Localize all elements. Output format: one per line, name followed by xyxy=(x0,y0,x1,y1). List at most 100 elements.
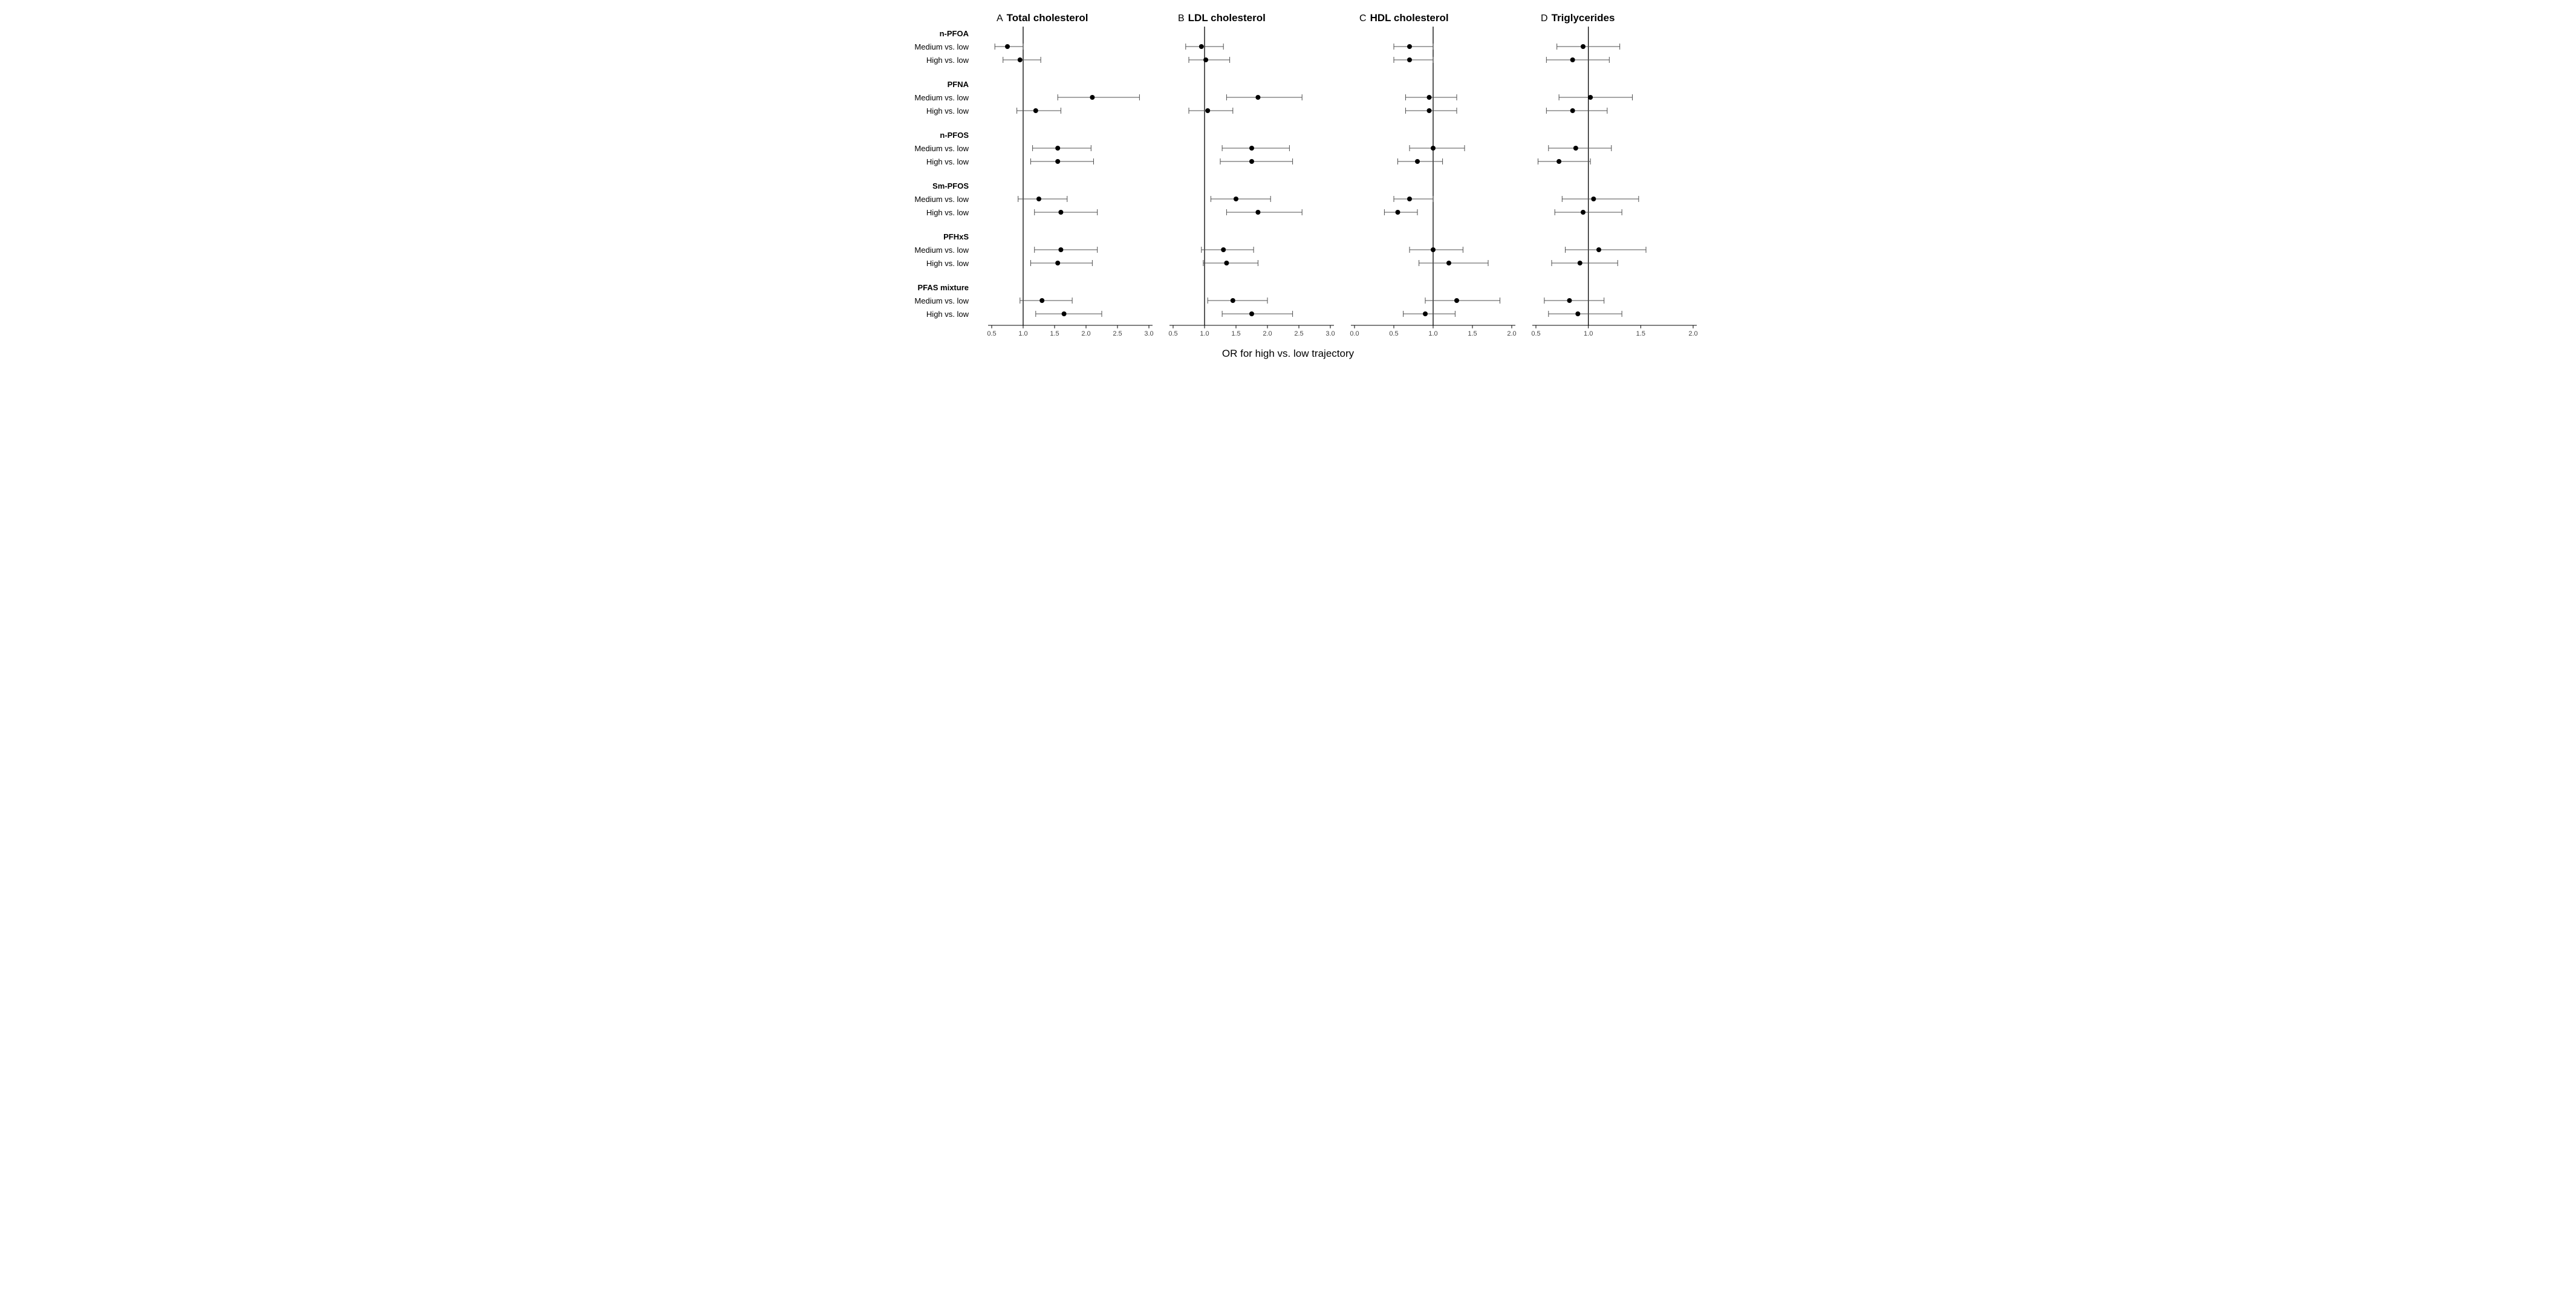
comparison-label: High vs. low xyxy=(872,53,974,67)
point-marker xyxy=(1055,159,1060,164)
panel-letter: B xyxy=(1178,13,1188,24)
panel-title-C: CHDL cholesterol xyxy=(1348,12,1518,27)
forest-panel-A: 0.5 1.0 1.5 2.0 2.5 3.0 xyxy=(986,27,1155,339)
forest-panel-B: 0.5 1.0 1.5 2.0 2.5 3.0 xyxy=(1167,27,1336,339)
point-marker xyxy=(1055,261,1060,265)
point-marker xyxy=(1062,311,1067,316)
point-marker xyxy=(1427,95,1432,100)
x-tick-label: 3.0 xyxy=(1325,330,1335,337)
point-marker xyxy=(1249,146,1254,151)
point-marker xyxy=(1556,159,1561,164)
panel-title-D: DTriglycerides xyxy=(1530,12,1699,27)
point-marker xyxy=(1407,44,1412,49)
point-marker xyxy=(1570,57,1575,62)
point-marker xyxy=(1407,57,1412,62)
comparison-label: High vs. low xyxy=(872,206,974,219)
panel-letter: A xyxy=(997,13,1007,24)
group-label: Sm-PFOS xyxy=(872,179,974,192)
x-tick-label: 2.0 xyxy=(1688,330,1697,337)
group-label: PFHxS xyxy=(872,230,974,243)
forest-panel-D: 0.5 1.0 1.5 2.0 xyxy=(1530,27,1699,339)
x-tick-label: 1.5 xyxy=(1636,330,1645,337)
group-label: PFNA xyxy=(872,77,974,91)
point-marker xyxy=(1234,197,1238,201)
point-marker xyxy=(1231,298,1235,303)
point-marker xyxy=(1581,44,1586,49)
x-tick-label: 1.0 xyxy=(1428,330,1437,337)
panel-title-A: ATotal cholesterol xyxy=(986,12,1155,27)
comparison-label: Medium vs. low xyxy=(872,192,974,206)
plot-grid: ATotal cholesterol BLDL cholesterol CHDL c… xyxy=(877,12,1699,360)
panel-letter: D xyxy=(1541,13,1552,24)
group-label: n-PFOS xyxy=(872,128,974,142)
x-tick-label: 2.5 xyxy=(1113,330,1122,337)
point-marker xyxy=(1573,146,1578,151)
x-tick-label: 0.5 xyxy=(987,330,996,337)
point-marker xyxy=(1055,146,1060,151)
group-label: PFAS mixture xyxy=(872,281,974,294)
point-marker xyxy=(1224,261,1229,265)
point-marker xyxy=(1446,261,1451,265)
point-marker xyxy=(1058,210,1063,215)
point-marker xyxy=(1570,108,1575,113)
comparison-label: Medium vs. low xyxy=(872,243,974,256)
x-tick-label: 1.5 xyxy=(1468,330,1477,337)
point-marker xyxy=(1567,298,1572,303)
point-marker xyxy=(1581,210,1586,215)
comparison-label: High vs. low xyxy=(872,256,974,270)
point-marker xyxy=(1036,197,1041,201)
point-marker xyxy=(1591,197,1596,201)
point-marker xyxy=(1578,261,1582,265)
point-marker xyxy=(1423,311,1428,316)
point-marker xyxy=(1033,108,1038,113)
x-tick-label: 0.5 xyxy=(1389,330,1398,337)
point-marker xyxy=(1058,247,1063,252)
x-tick-label: 1.0 xyxy=(1200,330,1209,337)
x-tick-label: 0.5 xyxy=(1168,330,1177,337)
point-marker xyxy=(1427,108,1432,113)
x-tick-label: 1.0 xyxy=(1584,330,1593,337)
x-tick-label: 3.0 xyxy=(1144,330,1153,337)
point-marker xyxy=(1431,247,1436,252)
x-tick-label: 2.0 xyxy=(1081,330,1090,337)
point-marker xyxy=(1018,57,1023,62)
point-marker xyxy=(1596,247,1601,252)
x-axis-label: OR for high vs. low trajectory xyxy=(877,339,1699,360)
point-marker xyxy=(1431,146,1436,151)
x-tick-label: 0.0 xyxy=(1350,330,1359,337)
comparison-label: Medium vs. low xyxy=(872,91,974,104)
x-tick-label: 2.5 xyxy=(1294,330,1303,337)
panel-title-text: Triglycerides xyxy=(1552,12,1615,24)
point-marker xyxy=(1249,311,1254,316)
point-marker xyxy=(1415,159,1420,164)
x-tick-label: 1.5 xyxy=(1050,330,1059,337)
point-marker xyxy=(1407,197,1412,201)
point-marker xyxy=(1575,311,1580,316)
panel-title-text: HDL cholesterol xyxy=(1370,12,1449,24)
x-tick-label: 1.5 xyxy=(1231,330,1240,337)
comparison-label: High vs. low xyxy=(872,104,974,117)
point-marker xyxy=(1221,247,1226,252)
point-marker xyxy=(1454,298,1459,303)
forest-plot-figure: ATotal cholesterol BLDL cholesterol CHDL c… xyxy=(12,12,2564,360)
point-marker xyxy=(1199,44,1204,49)
comparison-label: High vs. low xyxy=(872,155,974,168)
point-marker xyxy=(1255,210,1260,215)
point-marker xyxy=(1396,210,1400,215)
panel-title-text: LDL cholesterol xyxy=(1188,12,1266,24)
point-marker xyxy=(1255,95,1260,100)
point-marker xyxy=(1205,108,1210,113)
point-marker xyxy=(1090,95,1094,100)
x-tick-label: 1.0 xyxy=(1018,330,1027,337)
panel-title-B: BLDL cholesterol xyxy=(1167,12,1336,27)
x-tick-label: 2.0 xyxy=(1263,330,1272,337)
x-tick-label: 0.5 xyxy=(1531,330,1540,337)
comparison-label: Medium vs. low xyxy=(872,142,974,155)
panel-title-text: Total cholesterol xyxy=(1007,12,1088,24)
comparison-label: High vs. low xyxy=(872,307,974,320)
point-marker xyxy=(1249,159,1254,164)
point-marker xyxy=(1005,44,1010,49)
comparison-label: Medium vs. low xyxy=(872,294,974,307)
forest-panel-C: 0.00.51.01.52.0 xyxy=(1348,27,1518,339)
row-labels-column: n-PFOAMedium vs. lowHigh vs. lowPFNAMedi… xyxy=(877,27,974,339)
